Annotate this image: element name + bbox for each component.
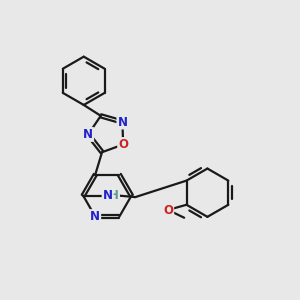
- Text: O: O: [163, 204, 173, 217]
- Text: O: O: [118, 138, 128, 151]
- Text: N: N: [103, 189, 112, 202]
- Text: H: H: [109, 189, 119, 202]
- Text: N: N: [90, 210, 100, 223]
- Text: N: N: [117, 116, 128, 128]
- Text: N: N: [83, 128, 93, 141]
